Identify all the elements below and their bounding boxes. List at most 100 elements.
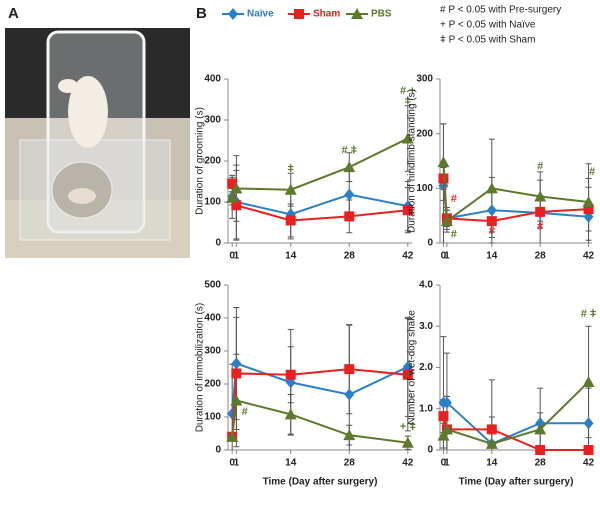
marker xyxy=(343,161,356,173)
x-tick-label: 42 xyxy=(583,251,595,262)
marker xyxy=(284,408,297,420)
marker xyxy=(582,375,595,387)
marker xyxy=(284,183,297,195)
y-tick-label: 100 xyxy=(416,183,433,194)
annotation: ǂ xyxy=(288,163,294,175)
rat-head xyxy=(58,79,78,93)
x-tick-label: 14 xyxy=(486,251,498,262)
marker xyxy=(582,196,595,207)
annotation: # xyxy=(537,221,543,233)
legend-note: + P < 0.05 with Naïve xyxy=(440,20,536,31)
y-tick-label: 3.0 xyxy=(419,321,433,332)
marker xyxy=(285,369,296,380)
x-tick-label: 28 xyxy=(535,251,547,262)
x-tick-label: 42 xyxy=(583,458,595,469)
y-tick-label: 100 xyxy=(204,412,221,423)
rat xyxy=(68,76,108,148)
x-tick-label: 0 xyxy=(441,251,447,262)
y-tick-label: 1.0 xyxy=(419,403,433,414)
legend: Naïve Sham PBS xyxy=(222,9,392,20)
marker xyxy=(230,394,243,406)
annotation: # xyxy=(589,166,595,178)
legend-marker xyxy=(228,8,238,20)
y-tick-label: 0 xyxy=(215,445,221,456)
marker xyxy=(534,190,547,202)
legend-marker xyxy=(294,9,304,19)
marker xyxy=(226,191,239,203)
y-axis-label: Duration of grooming (s) xyxy=(195,107,206,215)
marker xyxy=(401,132,414,144)
annotation: + ǂ xyxy=(400,421,416,433)
series-line xyxy=(231,399,408,444)
y-tick-label: 2.0 xyxy=(419,362,433,373)
annotation: # xyxy=(451,229,457,241)
y-tick-label: 4.0 xyxy=(419,280,433,291)
marker xyxy=(583,417,594,430)
x-tick-label: 14 xyxy=(285,458,297,469)
marker xyxy=(440,215,453,227)
marker xyxy=(344,364,355,375)
x-tick-label: 14 xyxy=(285,251,297,262)
rat-reflection xyxy=(68,188,96,204)
marker xyxy=(534,423,547,435)
marker xyxy=(402,369,413,380)
x-axis-label: Time (Day after surgery) xyxy=(459,477,574,488)
marker xyxy=(437,429,450,441)
annotation: ǂ xyxy=(405,95,411,107)
y-tick-label: 200 xyxy=(416,128,433,139)
marker xyxy=(401,436,414,448)
x-tick-label: 42 xyxy=(402,458,414,469)
annotation: # + xyxy=(400,85,416,97)
marker xyxy=(227,178,238,189)
y-tick-label: 0 xyxy=(215,238,221,249)
y-axis-label: Number of wet-dog shake xyxy=(407,310,418,425)
panel-label: A xyxy=(8,5,19,22)
y-tick-label: 400 xyxy=(204,313,221,324)
marker xyxy=(440,423,453,435)
marker xyxy=(583,445,594,455)
marker xyxy=(230,182,243,194)
marker xyxy=(231,357,242,370)
legend-label: Naïve xyxy=(247,9,274,20)
legend-marker xyxy=(351,8,363,19)
y-tick-label: 300 xyxy=(204,346,221,357)
y-tick-label: 100 xyxy=(204,197,221,208)
x-tick-label: 1 xyxy=(234,458,240,469)
marker xyxy=(344,388,355,401)
marker xyxy=(231,200,242,211)
legend-note: # P < 0.05 with Pre-surgery xyxy=(440,5,561,16)
x-axis-label: Time (Day after surgery) xyxy=(263,477,378,488)
marker xyxy=(441,396,452,409)
legend-label: Sham xyxy=(313,9,340,20)
legend-label: PBS xyxy=(371,9,392,20)
y-tick-label: 500 xyxy=(204,280,221,291)
marker xyxy=(344,188,355,201)
x-tick-label: 1 xyxy=(444,251,450,262)
x-tick-label: 0 xyxy=(229,251,235,262)
y-tick-label: 400 xyxy=(204,74,221,85)
annotation: # xyxy=(242,406,248,418)
annotation: # ǂ xyxy=(581,308,597,320)
x-tick-label: 0 xyxy=(229,458,235,469)
y-tick-label: 0 xyxy=(427,445,433,456)
legend-note: ǂ P < 0.05 with Sham xyxy=(440,35,535,46)
marker xyxy=(438,411,449,422)
marker xyxy=(486,216,497,227)
marker xyxy=(583,204,594,215)
series-line xyxy=(442,185,589,220)
marker xyxy=(226,430,239,442)
y-tick-label: 200 xyxy=(204,156,221,167)
x-tick-label: 14 xyxy=(486,458,498,469)
marker xyxy=(402,205,413,216)
series-line xyxy=(231,137,409,199)
annotation: # xyxy=(537,160,543,172)
x-tick-label: 28 xyxy=(344,458,356,469)
annotation: # xyxy=(489,225,495,237)
marker xyxy=(535,206,546,217)
marker xyxy=(343,429,356,441)
annotation: # xyxy=(451,193,457,205)
marker xyxy=(285,215,296,226)
marker xyxy=(437,156,450,168)
x-tick-label: 28 xyxy=(344,251,356,262)
